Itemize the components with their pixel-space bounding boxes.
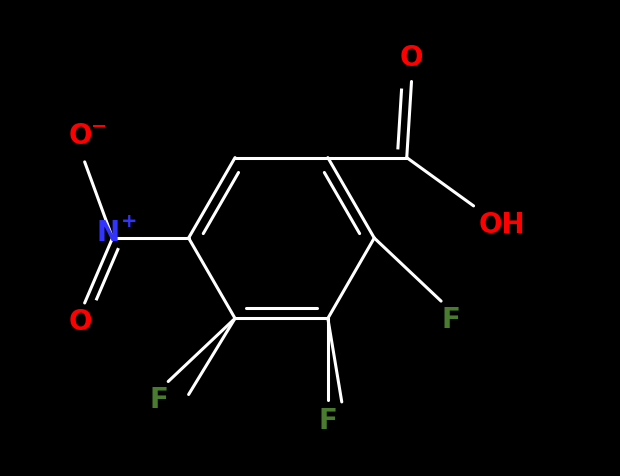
Text: O: O	[68, 122, 92, 150]
Text: N: N	[96, 219, 119, 247]
Text: +: +	[121, 212, 138, 231]
Text: F: F	[319, 407, 337, 435]
Text: OH: OH	[479, 211, 525, 238]
Text: −: −	[91, 117, 107, 136]
Text: O: O	[68, 307, 92, 336]
Text: O: O	[400, 44, 423, 72]
Text: F: F	[441, 306, 460, 334]
Text: F: F	[149, 386, 168, 414]
